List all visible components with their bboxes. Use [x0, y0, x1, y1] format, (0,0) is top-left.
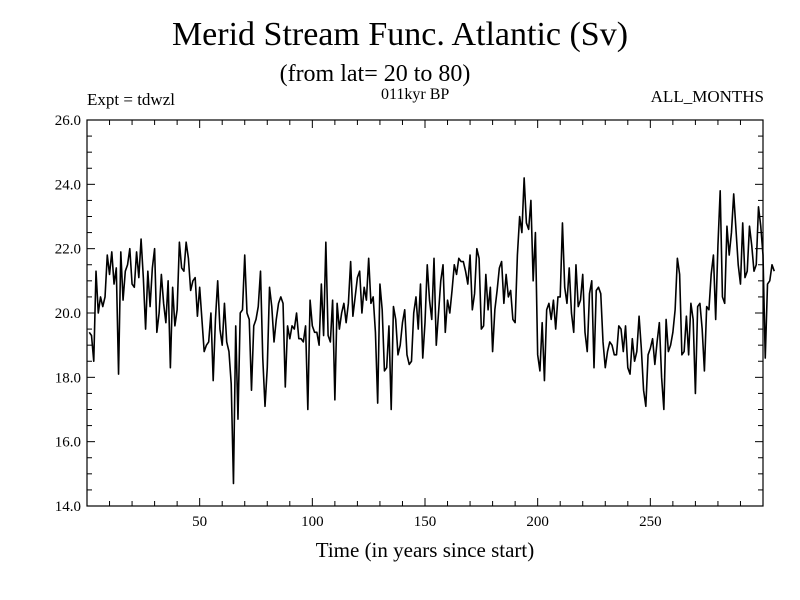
y-tick-label: 26.0: [55, 113, 81, 129]
x-tick-label: 250: [639, 514, 662, 530]
period-label: 011kyr BP: [381, 86, 450, 103]
plot-frame: [86, 119, 764, 507]
chart-subtitle: (from lat= 20 to 80): [279, 61, 471, 87]
experiment-label: Expt = tdwzl: [87, 90, 175, 109]
y-tick-label: 14.0: [55, 499, 81, 515]
axis-tick-labels: 50 100 150 200 250 14.0 16.0 18.0 20.0 22.0 24.0 26…: [55, 113, 662, 530]
x-tick-label: 50: [192, 514, 207, 530]
x-tick-label: 150: [414, 514, 437, 530]
y-tick-label: 20.0: [55, 306, 81, 322]
months-label: ALL_MONTHS: [650, 87, 764, 106]
series-line: [88, 177, 776, 485]
axis-ticks: [87, 120, 763, 506]
y-tick-label: 16.0: [55, 435, 81, 451]
series-group: [88, 177, 776, 485]
y-tick-label: 18.0: [55, 370, 81, 386]
x-axis-label: Time (in years since start): [315, 538, 535, 562]
y-tick-label: 24.0: [55, 177, 81, 193]
chart-title: Merid Stream Func. Atlantic (Sv): [171, 16, 629, 53]
y-tick-label: 22.0: [55, 242, 81, 258]
x-tick-label: 100: [301, 514, 324, 530]
x-tick-label: 200: [526, 514, 549, 530]
